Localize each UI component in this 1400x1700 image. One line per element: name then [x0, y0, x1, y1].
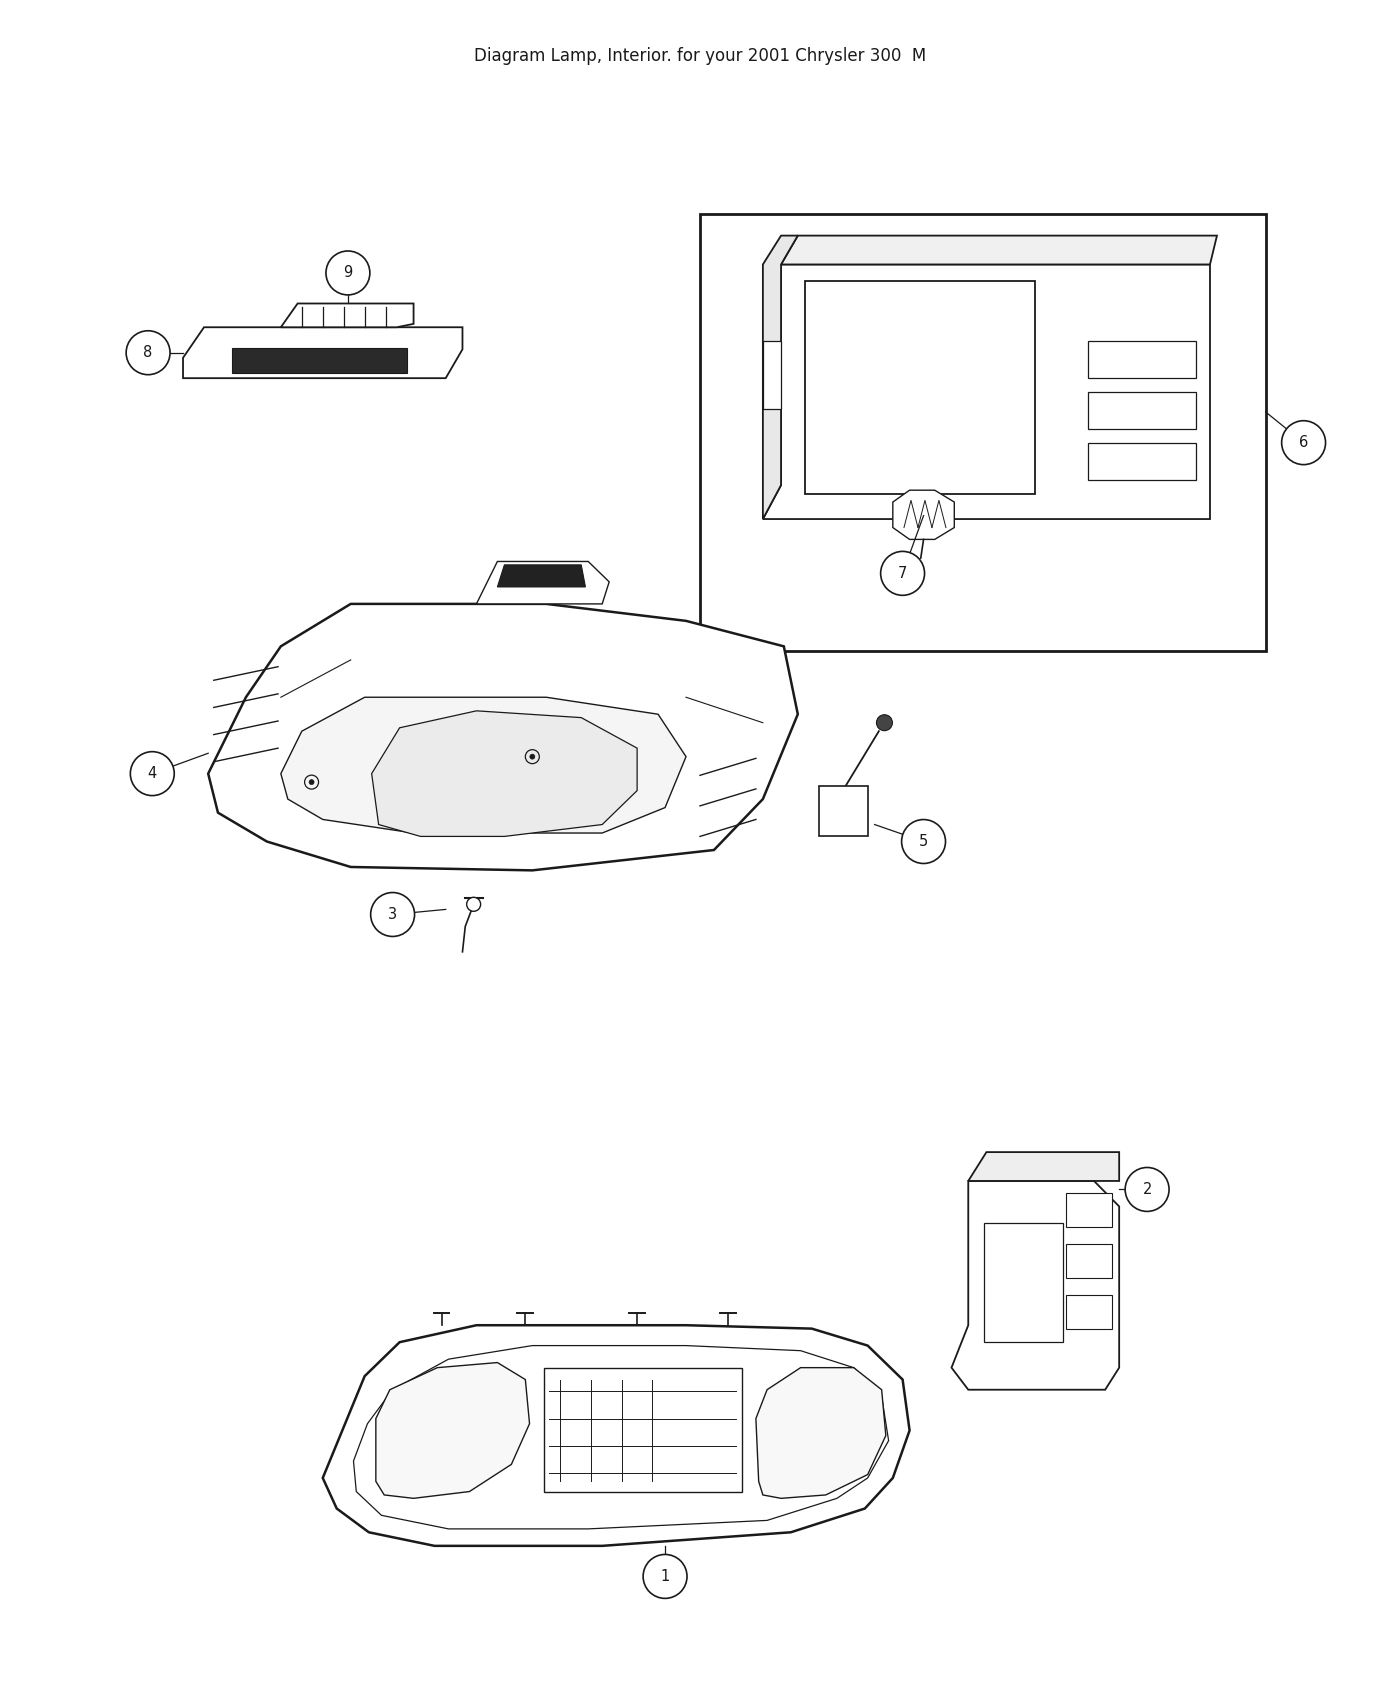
Polygon shape: [497, 564, 585, 586]
Circle shape: [130, 751, 174, 796]
Text: 3: 3: [388, 908, 398, 921]
Text: Diagram Lamp, Interior. for your 2001 Chrysler 300  M: Diagram Lamp, Interior. for your 2001 Ch…: [473, 46, 927, 65]
Polygon shape: [375, 1363, 529, 1498]
Text: 1: 1: [661, 1569, 669, 1584]
Circle shape: [1281, 420, 1326, 464]
Circle shape: [1126, 1168, 1169, 1212]
Circle shape: [466, 898, 480, 911]
Bar: [700, 214, 1266, 651]
Circle shape: [529, 755, 535, 760]
Polygon shape: [1088, 340, 1196, 377]
Polygon shape: [476, 561, 609, 604]
Circle shape: [371, 892, 414, 937]
Text: 6: 6: [1299, 435, 1308, 450]
Text: 5: 5: [918, 835, 928, 848]
Polygon shape: [543, 1368, 742, 1491]
Polygon shape: [1065, 1193, 1112, 1227]
Polygon shape: [281, 304, 413, 328]
Circle shape: [326, 252, 370, 294]
Polygon shape: [969, 1153, 1119, 1182]
Polygon shape: [1088, 391, 1196, 428]
Polygon shape: [952, 1182, 1119, 1389]
Polygon shape: [984, 1224, 1063, 1343]
Polygon shape: [781, 236, 1217, 265]
Circle shape: [309, 780, 314, 785]
Polygon shape: [183, 328, 462, 377]
Text: 2: 2: [1142, 1182, 1152, 1197]
Polygon shape: [1065, 1244, 1112, 1278]
Polygon shape: [763, 265, 1210, 518]
Circle shape: [126, 332, 169, 374]
Polygon shape: [805, 282, 1036, 493]
Polygon shape: [1065, 1295, 1112, 1329]
Text: 4: 4: [147, 767, 157, 780]
Polygon shape: [893, 490, 955, 539]
Polygon shape: [209, 604, 798, 870]
Circle shape: [643, 1554, 687, 1598]
Circle shape: [902, 819, 945, 864]
Polygon shape: [763, 340, 781, 408]
Polygon shape: [763, 236, 798, 518]
Circle shape: [876, 714, 892, 731]
Text: 8: 8: [143, 345, 153, 360]
Polygon shape: [1088, 442, 1196, 479]
Text: 7: 7: [897, 566, 907, 581]
Polygon shape: [232, 347, 406, 372]
Polygon shape: [371, 711, 637, 836]
Polygon shape: [819, 785, 868, 836]
Polygon shape: [323, 1326, 910, 1545]
Polygon shape: [281, 697, 686, 833]
Polygon shape: [756, 1368, 886, 1498]
Text: 9: 9: [343, 265, 353, 280]
Circle shape: [881, 551, 924, 595]
